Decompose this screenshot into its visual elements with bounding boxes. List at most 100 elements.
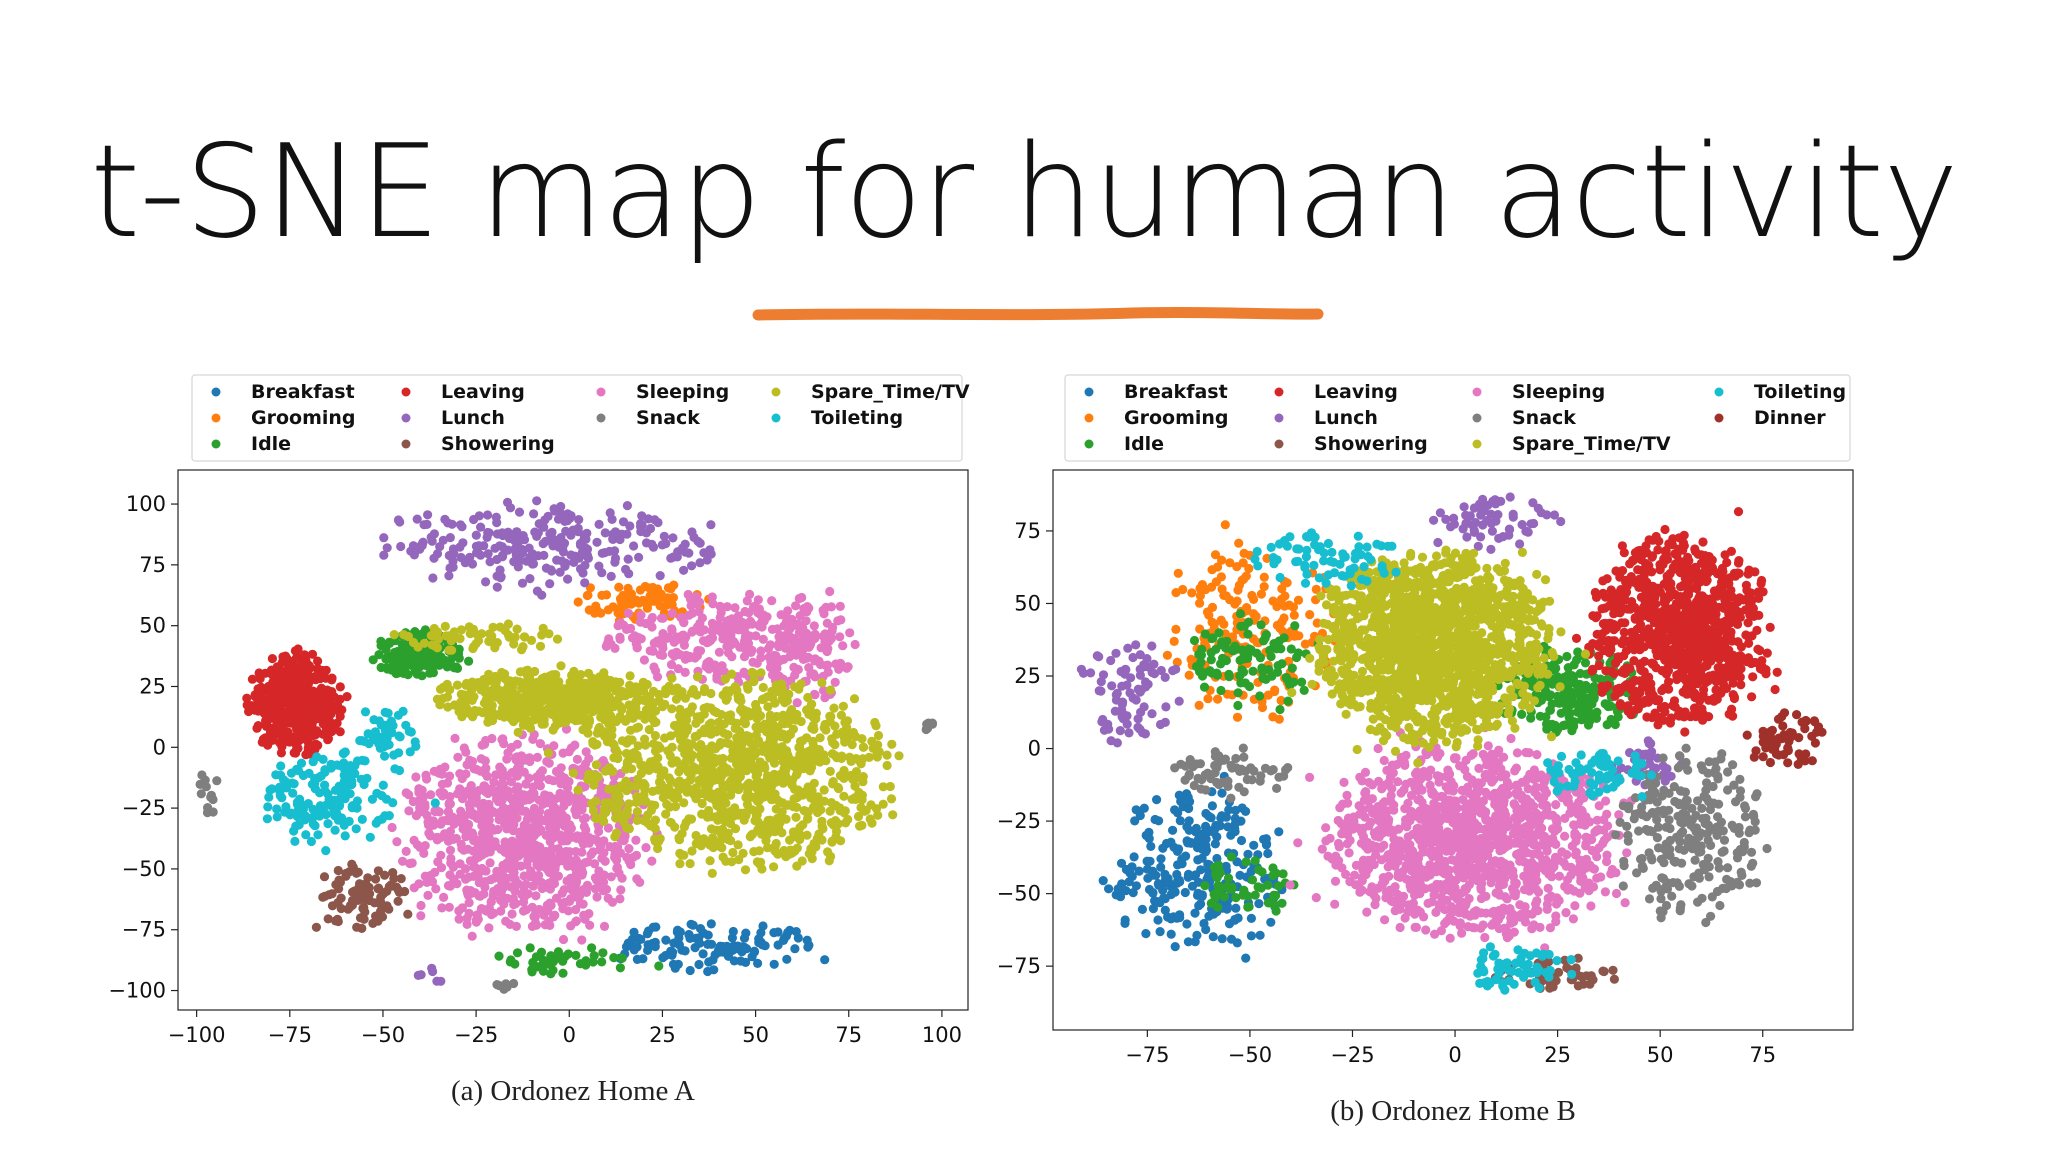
data-point — [212, 776, 222, 786]
data-point — [705, 771, 715, 781]
data-point — [571, 950, 581, 961]
data-point — [763, 702, 773, 712]
data-point — [480, 688, 490, 698]
data-point — [1212, 853, 1222, 864]
data-point — [689, 790, 699, 800]
data-point — [510, 886, 520, 896]
data-point — [530, 910, 540, 920]
data-point — [538, 966, 548, 976]
data-point — [569, 557, 579, 567]
data-point — [839, 773, 849, 783]
data-point — [882, 760, 892, 771]
data-point — [385, 638, 395, 648]
data-point — [393, 896, 403, 906]
data-point — [599, 668, 609, 678]
data-point — [1293, 595, 1304, 605]
data-point — [527, 965, 537, 975]
data-point — [586, 850, 596, 860]
data-point — [580, 578, 590, 588]
data-point — [444, 684, 454, 695]
data-point — [792, 763, 802, 773]
data-point — [334, 781, 344, 791]
data-point — [542, 678, 552, 688]
data-point — [496, 888, 506, 898]
data-point — [279, 775, 289, 785]
data-point — [284, 691, 294, 701]
data-point — [785, 729, 796, 740]
legend-marker — [401, 439, 411, 449]
data-point — [1255, 691, 1265, 701]
data-point — [409, 550, 419, 560]
data-point — [1232, 562, 1242, 572]
data-point — [753, 817, 763, 827]
data-point — [275, 721, 285, 731]
data-point — [436, 863, 447, 873]
data-point — [1148, 888, 1158, 898]
data-point — [673, 664, 683, 674]
data-point — [623, 608, 633, 618]
data-point — [647, 856, 657, 866]
data-point — [648, 922, 658, 932]
data-point — [533, 528, 543, 538]
data-point — [465, 552, 475, 562]
data-point — [1176, 796, 1186, 806]
data-point — [810, 629, 820, 639]
data-point — [802, 653, 812, 663]
data-point — [599, 921, 610, 932]
data-point — [631, 835, 641, 845]
data-point — [274, 681, 284, 691]
data-point — [703, 930, 713, 940]
data-point — [1580, 699, 1590, 709]
data-point — [701, 662, 711, 672]
data-point — [597, 853, 607, 863]
data-point — [509, 868, 519, 878]
data-point — [728, 847, 738, 858]
data-point — [474, 706, 484, 716]
data-point — [1230, 826, 1240, 837]
y-tick-label: 50 — [139, 614, 166, 638]
data-point — [505, 503, 516, 513]
data-point — [589, 834, 599, 844]
data-point — [639, 695, 649, 705]
data-point — [1104, 884, 1114, 894]
data-point — [559, 801, 569, 811]
data-point — [370, 735, 380, 745]
data-point — [790, 944, 800, 954]
data-point — [695, 924, 706, 934]
data-point — [1224, 805, 1234, 815]
data-point — [833, 616, 843, 626]
data-point — [788, 775, 798, 785]
data-point — [1261, 840, 1271, 850]
data-point — [600, 766, 611, 776]
data-point — [545, 898, 555, 908]
data-point — [1263, 690, 1273, 700]
data-point — [1204, 811, 1214, 821]
data-point — [886, 794, 897, 804]
data-point — [452, 680, 463, 690]
data-point — [499, 899, 509, 909]
data-point — [571, 855, 581, 865]
data-point — [695, 558, 705, 568]
data-point — [398, 706, 408, 716]
data-point — [480, 739, 490, 749]
data-point — [621, 776, 631, 786]
data-point — [516, 534, 527, 544]
data-point — [299, 652, 309, 662]
data-point — [1233, 688, 1243, 698]
data-point — [389, 750, 399, 760]
data-point — [414, 787, 424, 798]
data-point — [802, 602, 813, 612]
data-point — [379, 550, 389, 560]
points-layer — [195, 496, 938, 994]
data-point — [566, 832, 577, 842]
data-point — [758, 634, 768, 644]
data-point — [434, 768, 444, 778]
data-point — [599, 870, 609, 880]
data-point — [659, 766, 669, 776]
data-point — [1184, 670, 1194, 680]
data-point — [580, 560, 590, 570]
data-point — [341, 871, 351, 881]
data-point — [685, 651, 695, 662]
data-point — [601, 807, 611, 817]
data-point — [1556, 708, 1566, 718]
